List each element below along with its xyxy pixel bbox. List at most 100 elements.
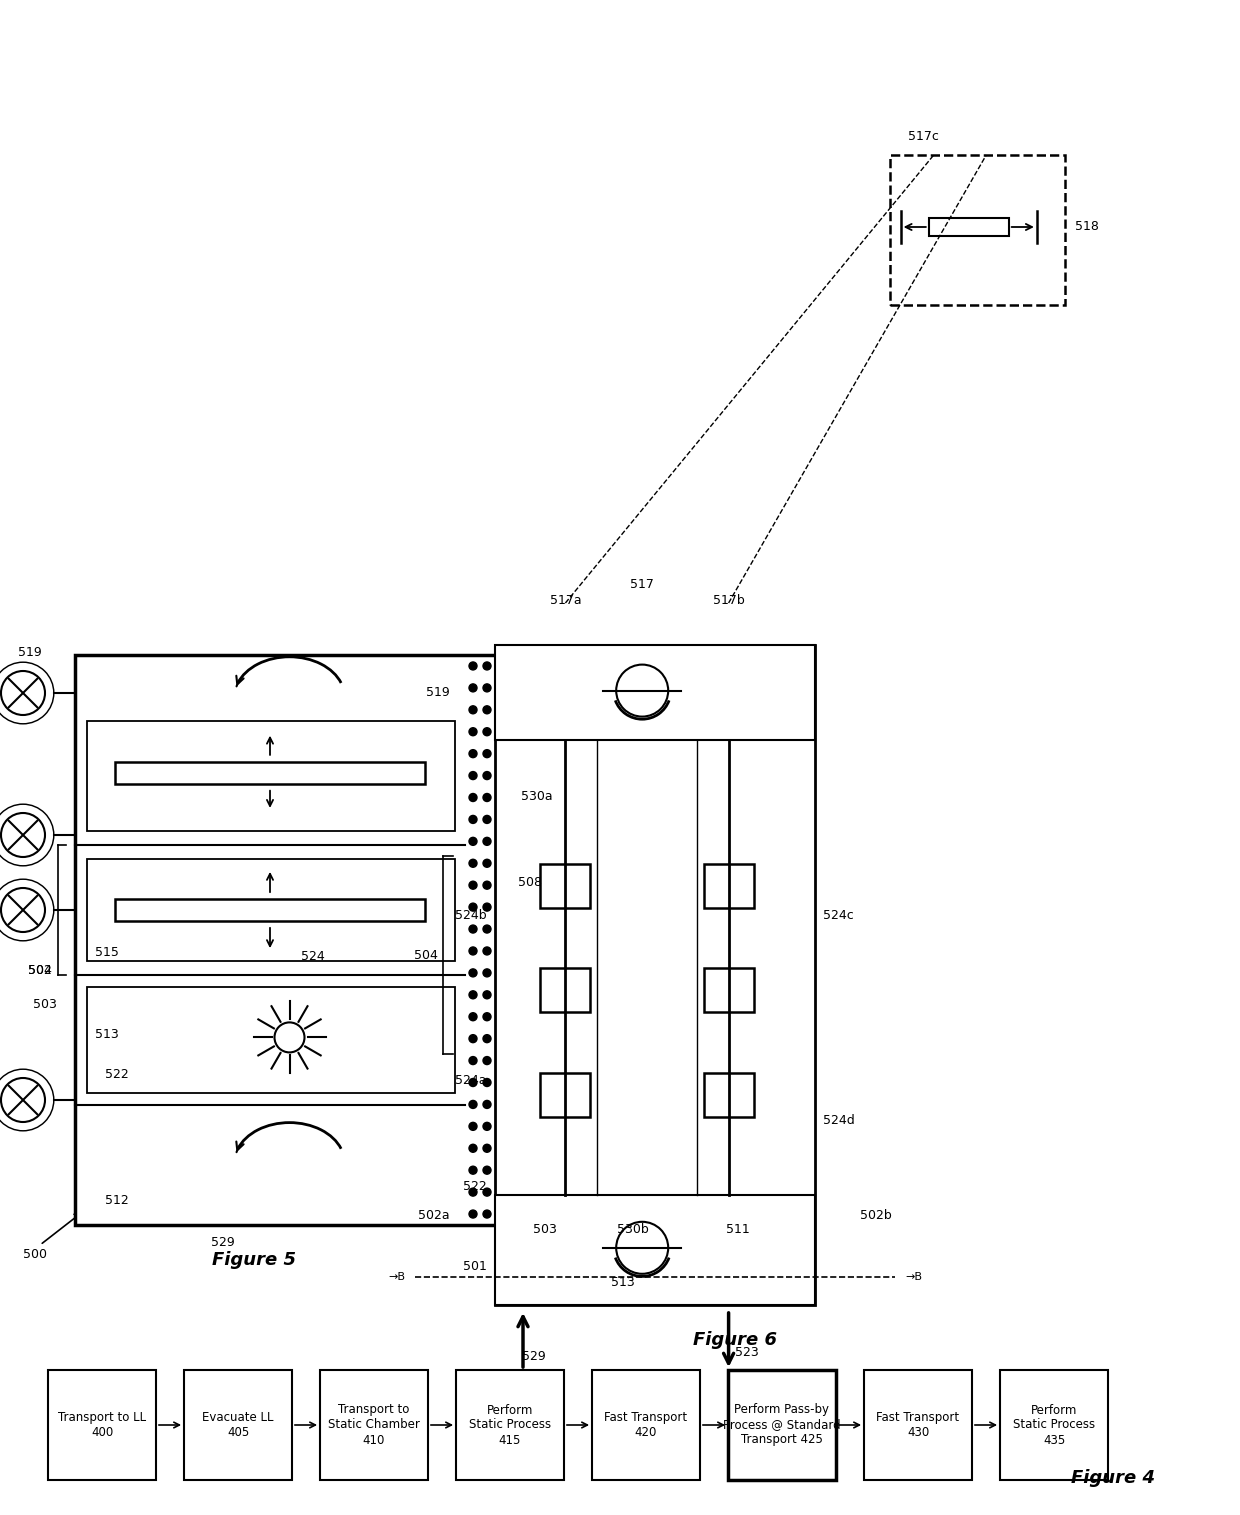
Circle shape xyxy=(469,1056,477,1065)
Text: 513: 513 xyxy=(611,1277,635,1289)
Bar xyxy=(703,968,754,1012)
Circle shape xyxy=(469,750,477,758)
Bar xyxy=(115,762,425,783)
Bar xyxy=(864,1370,972,1480)
Bar xyxy=(456,1370,564,1480)
Text: 524c: 524c xyxy=(823,909,854,923)
Circle shape xyxy=(484,794,491,801)
Text: 500: 500 xyxy=(24,1248,47,1262)
Text: Fast Transport
430: Fast Transport 430 xyxy=(877,1410,960,1439)
Text: →B: →B xyxy=(905,1273,923,1282)
Text: 504: 504 xyxy=(414,948,438,962)
FancyArrowPatch shape xyxy=(476,895,513,982)
Bar xyxy=(703,864,754,907)
Text: 512: 512 xyxy=(105,1194,129,1206)
Circle shape xyxy=(484,903,491,911)
Circle shape xyxy=(469,727,477,736)
Bar xyxy=(87,721,455,832)
Circle shape xyxy=(484,750,491,758)
Text: 519: 519 xyxy=(19,647,42,659)
Bar xyxy=(495,645,815,739)
Text: Fast Transport
420: Fast Transport 420 xyxy=(604,1410,687,1439)
Circle shape xyxy=(469,706,477,714)
Bar xyxy=(115,898,425,921)
Text: 502a: 502a xyxy=(418,1209,450,1223)
Bar xyxy=(999,1370,1109,1480)
Text: 519: 519 xyxy=(427,686,450,698)
Bar xyxy=(929,218,1009,236)
Circle shape xyxy=(484,859,491,867)
Circle shape xyxy=(484,815,491,824)
Text: Perform
Static Process
415: Perform Static Process 415 xyxy=(469,1403,551,1447)
Text: 515: 515 xyxy=(95,947,119,959)
Bar xyxy=(74,654,500,1226)
FancyArrowPatch shape xyxy=(42,1214,82,1244)
Circle shape xyxy=(484,662,491,670)
Text: 511: 511 xyxy=(727,1223,750,1236)
Bar xyxy=(495,1195,815,1304)
Circle shape xyxy=(469,1144,477,1153)
Circle shape xyxy=(484,1056,491,1065)
Bar xyxy=(728,1370,836,1480)
Circle shape xyxy=(484,926,491,933)
Text: 522: 522 xyxy=(464,1180,487,1192)
Circle shape xyxy=(469,926,477,933)
Circle shape xyxy=(484,970,491,977)
Text: Figure 5: Figure 5 xyxy=(212,1251,295,1270)
Text: 530a: 530a xyxy=(521,791,552,803)
Circle shape xyxy=(484,1167,491,1174)
Circle shape xyxy=(484,706,491,714)
Bar xyxy=(495,645,815,1304)
Text: 524a: 524a xyxy=(455,1074,487,1088)
Text: 501: 501 xyxy=(463,1260,487,1274)
Text: 517b: 517b xyxy=(713,594,744,606)
Text: Figure 6: Figure 6 xyxy=(693,1332,777,1348)
Bar xyxy=(541,864,590,907)
Bar xyxy=(541,1073,590,1117)
Text: 517a: 517a xyxy=(549,594,582,606)
Circle shape xyxy=(484,1210,491,1218)
Text: 524: 524 xyxy=(301,950,325,964)
Text: 517: 517 xyxy=(630,579,655,591)
Circle shape xyxy=(484,882,491,889)
Bar xyxy=(184,1370,291,1480)
Text: 529: 529 xyxy=(522,1350,546,1364)
Circle shape xyxy=(484,1079,491,1086)
Text: 530b: 530b xyxy=(616,1223,649,1236)
Circle shape xyxy=(469,683,477,692)
Circle shape xyxy=(469,815,477,824)
Text: 508: 508 xyxy=(518,877,542,889)
Circle shape xyxy=(484,1123,491,1130)
Text: 523: 523 xyxy=(735,1347,759,1359)
Circle shape xyxy=(469,903,477,911)
Circle shape xyxy=(484,1035,491,1042)
Circle shape xyxy=(484,1100,491,1109)
Circle shape xyxy=(484,991,491,998)
Text: 504: 504 xyxy=(29,964,52,977)
Text: 529: 529 xyxy=(212,1236,236,1250)
Circle shape xyxy=(469,1079,477,1086)
Text: 518: 518 xyxy=(1075,221,1099,233)
Circle shape xyxy=(469,1167,477,1174)
Bar xyxy=(87,986,455,1092)
Text: 502b: 502b xyxy=(861,1209,892,1223)
Text: 503: 503 xyxy=(33,998,57,1012)
Circle shape xyxy=(469,970,477,977)
Bar xyxy=(87,859,455,961)
Circle shape xyxy=(469,794,477,801)
Circle shape xyxy=(469,991,477,998)
Text: 503: 503 xyxy=(533,1223,557,1236)
Circle shape xyxy=(484,1012,491,1021)
Text: Evacuate LL
405: Evacuate LL 405 xyxy=(202,1410,274,1439)
Text: 524b: 524b xyxy=(455,909,487,923)
Text: Transport to LL
400: Transport to LL 400 xyxy=(58,1410,146,1439)
Circle shape xyxy=(484,838,491,845)
Circle shape xyxy=(469,882,477,889)
Circle shape xyxy=(484,771,491,780)
Text: 524d: 524d xyxy=(823,1114,854,1127)
Circle shape xyxy=(469,859,477,867)
Text: 517c: 517c xyxy=(908,130,939,144)
Bar xyxy=(890,155,1065,305)
Circle shape xyxy=(469,771,477,780)
Bar xyxy=(703,1073,754,1117)
